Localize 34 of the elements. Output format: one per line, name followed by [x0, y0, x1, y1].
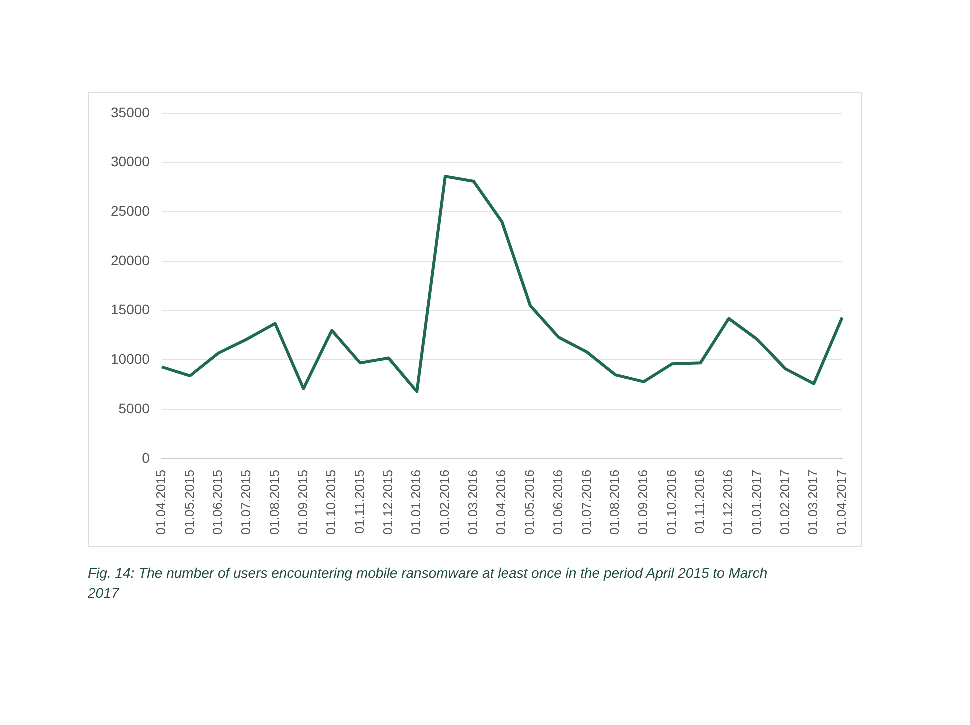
x-tick-label: 01.10.2016 — [664, 470, 679, 536]
x-tick-label: 01.12.2016 — [720, 470, 736, 536]
x-tick-label: 01.06.2016 — [550, 470, 566, 536]
x-tick-label: 01.04.2015 — [154, 470, 169, 536]
x-tick-label: 01.06.2015 — [210, 470, 226, 536]
x-tick-label: 01.08.2016 — [607, 470, 622, 536]
x-tick-label: 01.01.2016 — [408, 470, 424, 536]
x-tick-label: 01.02.2016 — [437, 470, 452, 536]
x-tick-label: 01.12.2015 — [380, 470, 396, 536]
x-tick-label: 01.04.2016 — [494, 470, 509, 536]
x-tick-label: 01.11.2015 — [352, 470, 367, 534]
y-tick-label: 5000 — [118, 400, 150, 416]
y-tick-label: 35000 — [110, 104, 150, 120]
x-tick-label: 01.07.2015 — [238, 470, 254, 536]
y-tick-label: 20000 — [110, 252, 150, 268]
x-tick-label: 01.08.2015 — [266, 470, 282, 536]
caption: Fig. 14: The number of users encountering mobile ransomware at least once in the period April 2015 to March 2017 — [88, 564, 769, 603]
x-tick-label: 01.03.2016 — [465, 470, 480, 536]
y-tick-label: 15000 — [110, 302, 150, 318]
y-tick-label: 25000 — [110, 202, 150, 219]
y-tick-label: 30000 — [110, 154, 150, 170]
x-tick-label: 01.05.2015 — [182, 470, 197, 536]
y-tick-label: 0 — [142, 450, 150, 466]
x-tick-label: 01.04.2017 — [834, 470, 849, 536]
x-tick-label: 01.05.2016 — [522, 470, 538, 536]
x-tick-label: 01.07.2016 — [578, 470, 594, 536]
x-tick-label: 01.02.2017 — [777, 470, 792, 536]
x-tick-label: 01.09.2015 — [295, 470, 310, 536]
x-tick-label: 01.03.2017 — [806, 470, 821, 536]
x-tick-label: 01.09.2016 — [636, 470, 651, 536]
x-tick-label: 01.11.2016 — [692, 470, 708, 534]
x-tick-label: 01.01.2017 — [748, 470, 764, 536]
x-tick-label: 01.10.2015 — [324, 470, 339, 536]
y-tick-label: 10000 — [110, 351, 150, 368]
